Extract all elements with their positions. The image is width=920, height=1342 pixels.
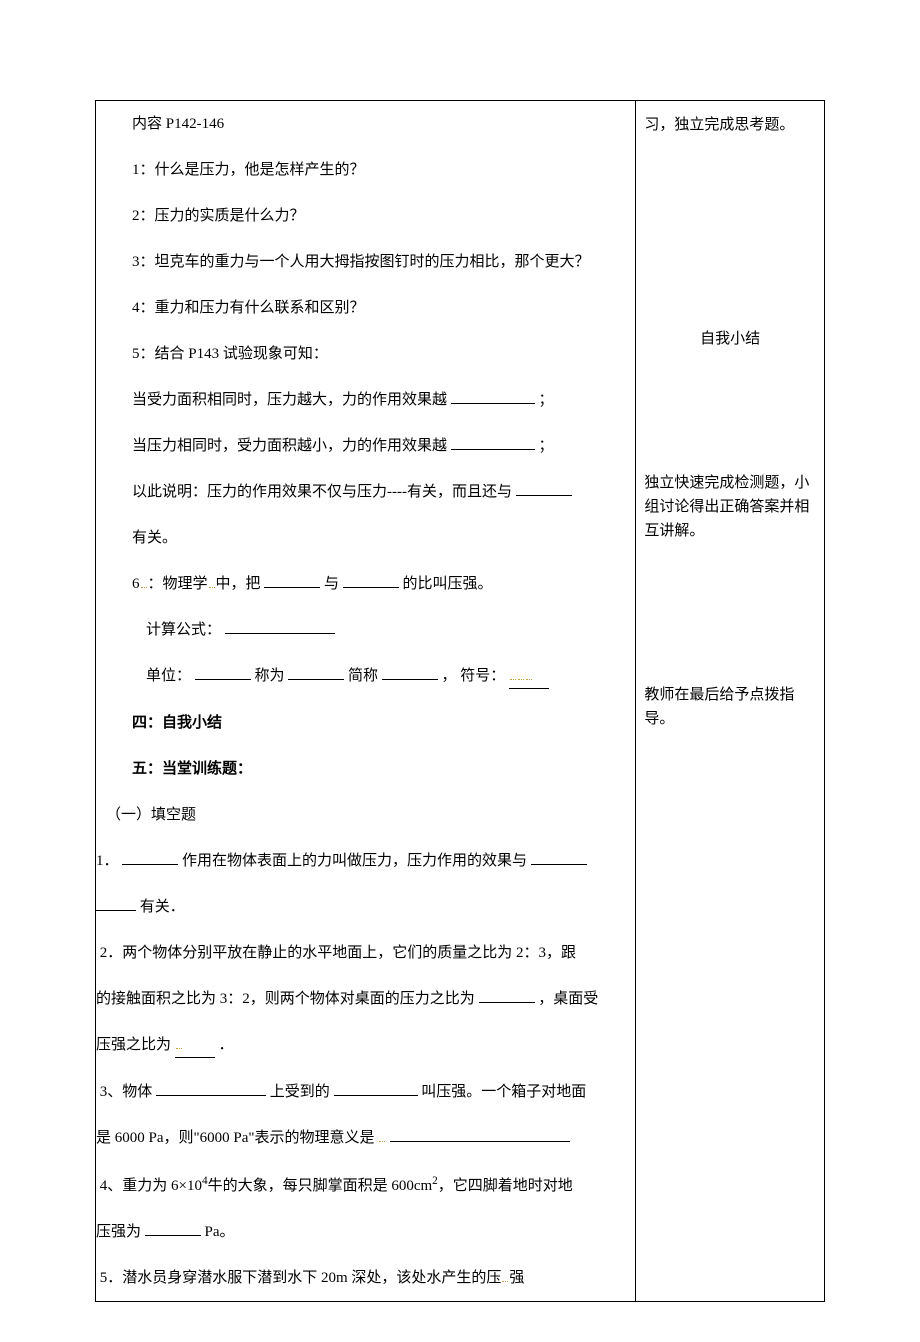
blank-field[interactable] xyxy=(451,389,535,404)
training-q5: 5．潜水员身穿潜水服下潜到水下 20m 深处，该处水产生的压强 xyxy=(96,1255,635,1301)
blank-field[interactable] xyxy=(145,1221,201,1236)
blank-field[interactable] xyxy=(531,850,587,865)
blank-field[interactable] xyxy=(334,1081,418,1096)
text: ，它四脚着地时对地 xyxy=(438,1178,573,1194)
side-note-3: 独立快速完成检测题，小组讨论得出正确答案并相互讲解。 xyxy=(644,471,816,543)
line-q2: 2：压力的实质是什么力？ xyxy=(96,193,635,239)
spacer xyxy=(644,553,816,683)
training-q1: 1． 作用在物体表面上的力叫做压力，压力作用的效果与 xyxy=(96,838,635,884)
text: ； xyxy=(539,438,554,454)
text: 作用在物体表面上的力叫做压力，压力作用的效果与 xyxy=(182,853,527,869)
line-q5: 5：结合 P143 试验现象可知： xyxy=(96,331,635,377)
section-training: 五：当堂训练题： xyxy=(96,746,635,792)
training-q3: 3、物体 上受到的 叫压强。一个箱子对地面 xyxy=(96,1069,635,1115)
text: ， 符号： xyxy=(442,668,506,684)
line-q6: 6 ：物理学中，把 与 的比叫压强。 xyxy=(96,561,635,607)
blank-field[interactable] xyxy=(343,573,399,588)
document-layout-table: 内容 P142-146 1：什么是压力，他是怎样产生的？ 2：压力的实质是什么力… xyxy=(95,100,825,1302)
subsection-fill-blanks: （一）填空题 xyxy=(96,792,635,838)
text: 计算公式： xyxy=(146,622,221,638)
text: ，桌面受 xyxy=(538,991,598,1007)
decoration-dot xyxy=(526,677,532,680)
training-q3b: 是 6000 Pa，则"6000 Pa"表示的物理意义是 xyxy=(96,1115,635,1161)
blank-field[interactable] xyxy=(390,1127,570,1142)
text: 与 xyxy=(324,576,339,592)
line-content: 内容 P142-146 xyxy=(96,101,635,147)
text: 有关。 xyxy=(132,530,177,546)
text: 2．两个物体分别平放在静止的水平地面上，它们的质量之比为 2：3，跟 xyxy=(100,945,576,961)
line-q3: 3：坦克车的重力与一个人用大拇指按图钉时的压力相比，那个更大？ xyxy=(96,239,635,285)
decoration-dot xyxy=(209,585,215,588)
text: 简称 xyxy=(348,668,378,684)
text: 当受力面积相同时，压力越大，力的作用效果越 xyxy=(132,392,447,408)
text: 是 6000 Pa，则"6000 Pa"表示的物理意义是 xyxy=(96,1130,375,1146)
side-note-1: 习，独立完成思考题。 xyxy=(644,113,816,137)
training-q2: 2．两个物体分别平放在静止的水平地面上，它们的质量之比为 2：3，跟 xyxy=(96,930,635,976)
text: 5．潜水员身穿潜水服下潜到水下 20m 深处，该处水产生的压 xyxy=(100,1270,502,1286)
blank-field[interactable] xyxy=(96,896,136,911)
decoration-dot xyxy=(141,585,147,588)
line-fill-3: 以此说明：压力的作用效果不仅与压力----有关，而且还与 xyxy=(96,469,635,515)
text: ； xyxy=(539,392,554,408)
text: 以此说明：压力的作用效果不仅与压力----有关，而且还与 xyxy=(132,484,512,500)
blank-field[interactable] xyxy=(509,664,549,689)
text: 1． xyxy=(96,853,119,869)
decoration-dot xyxy=(518,677,524,680)
blank-field[interactable] xyxy=(288,665,344,680)
text: 牛的大象，每只脚掌面积是 600cm xyxy=(208,1178,433,1194)
spacer xyxy=(644,361,816,471)
line-q1: 1：什么是压力，他是怎样产生的？ xyxy=(96,147,635,193)
line-fill-3b: 有关。 xyxy=(96,515,635,561)
spacer xyxy=(644,147,816,327)
text: 称为 xyxy=(255,668,285,684)
text: 中，把 xyxy=(216,576,261,592)
blank-field[interactable] xyxy=(516,481,572,496)
blank-field[interactable] xyxy=(122,850,178,865)
line-fill-2: 当压力相同时，受力面积越小，力的作用效果越 ； xyxy=(96,423,635,469)
decoration-dot xyxy=(176,1046,182,1049)
section-self-summary: 四：自我小结 xyxy=(96,700,635,746)
blank-field[interactable] xyxy=(175,1033,215,1058)
text: 当压力相同时，受力面积越小，力的作用效果越 xyxy=(132,438,447,454)
line-q4: 4：重力和压力有什么联系和区别？ xyxy=(96,285,635,331)
blank-field[interactable] xyxy=(195,665,251,680)
text: Pa。 xyxy=(205,1224,235,1240)
main-content-column: 内容 P142-146 1：什么是压力，他是怎样产生的？ 2：压力的实质是什么力… xyxy=(96,101,636,1302)
blank-field[interactable] xyxy=(225,619,335,634)
line-formula: 计算公式： xyxy=(96,607,635,653)
text: 上受到的 xyxy=(270,1084,330,1100)
blank-field[interactable] xyxy=(451,435,535,450)
text: 6 xyxy=(132,576,140,592)
training-q2c: 压强之比为 ． xyxy=(96,1022,635,1069)
side-note-2: 自我小结 xyxy=(644,327,816,351)
training-q4: 4、重力为 6×104牛的大象，每只脚掌面积是 600cm2，它四脚着地时对地 xyxy=(96,1161,635,1209)
text: ：物理学 xyxy=(148,576,208,592)
text: 压强之比为 xyxy=(96,1037,171,1053)
blank-field[interactable] xyxy=(264,573,320,588)
text: 的比叫压强。 xyxy=(403,576,493,592)
text: 单位： xyxy=(146,668,191,684)
training-q1b: 有关． xyxy=(96,884,635,930)
line-unit: 单位： 称为 简称 ， 符号： xyxy=(96,653,635,700)
training-q4b: 压强为 Pa。 xyxy=(96,1209,635,1255)
text: 3、物体 xyxy=(100,1084,153,1100)
training-q2b: 的接触面积之比为 3：2，则两个物体对桌面的压力之比为 ，桌面受 xyxy=(96,976,635,1022)
decoration-dot xyxy=(379,1139,385,1142)
blank-field[interactable] xyxy=(479,988,535,1003)
text: 叫压强。一个箱子对地面 xyxy=(421,1084,586,1100)
line-fill-1: 当受力面积相同时，压力越大，力的作用效果越 ； xyxy=(96,377,635,423)
blank-field[interactable] xyxy=(382,665,438,680)
blank-field[interactable] xyxy=(156,1081,266,1096)
decoration-dot xyxy=(502,1279,508,1282)
text: ． xyxy=(219,1037,234,1053)
text: 4、重力为 6×10 xyxy=(100,1178,202,1194)
decoration-dot xyxy=(510,677,516,680)
text: 压强为 xyxy=(96,1224,141,1240)
side-note-4: 教师在最后给予点拨指导。 xyxy=(644,683,816,731)
text: 强 xyxy=(509,1270,524,1286)
text: 的接触面积之比为 3：2，则两个物体对桌面的压力之比为 xyxy=(96,991,475,1007)
text: 有关． xyxy=(140,899,185,915)
annotation-column: 习，独立完成思考题。 自我小结 独立快速完成检测题，小组讨论得出正确答案并相互讲… xyxy=(636,101,825,1302)
